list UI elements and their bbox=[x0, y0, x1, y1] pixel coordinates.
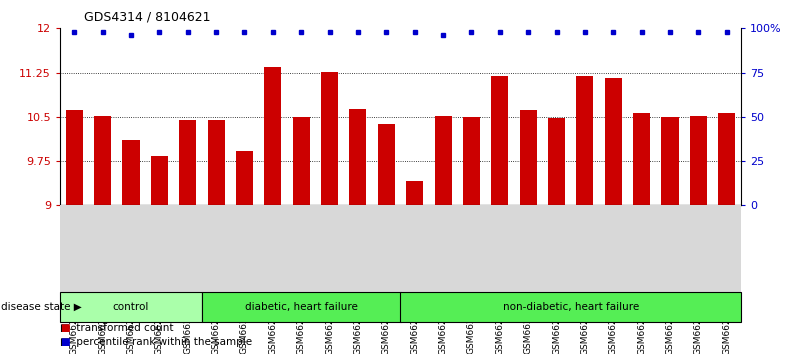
Bar bbox=[151, 156, 168, 205]
Text: disease state ▶: disease state ▶ bbox=[1, 302, 82, 312]
Bar bbox=[463, 117, 480, 205]
Bar bbox=[718, 113, 735, 205]
Text: ■  transformed count: ■ transformed count bbox=[60, 323, 174, 333]
Bar bbox=[66, 110, 83, 205]
Bar bbox=[633, 113, 650, 205]
Bar bbox=[95, 116, 111, 205]
Bar bbox=[434, 116, 452, 205]
Bar bbox=[400, 292, 741, 322]
Text: non-diabetic, heart failure: non-diabetic, heart failure bbox=[502, 302, 639, 312]
Bar bbox=[207, 120, 224, 205]
Bar bbox=[662, 117, 678, 205]
Bar bbox=[60, 292, 202, 322]
Bar bbox=[264, 67, 281, 205]
Bar bbox=[236, 151, 253, 205]
Bar bbox=[179, 120, 196, 205]
Bar bbox=[292, 117, 310, 205]
Bar bbox=[605, 78, 622, 205]
Bar bbox=[378, 124, 395, 205]
Bar bbox=[349, 109, 366, 205]
Bar bbox=[577, 76, 594, 205]
Bar bbox=[321, 72, 338, 205]
Text: control: control bbox=[113, 302, 149, 312]
Bar bbox=[491, 76, 509, 205]
Bar bbox=[123, 141, 139, 205]
Bar bbox=[548, 118, 565, 205]
Bar bbox=[690, 116, 706, 205]
Text: ■: ■ bbox=[60, 323, 70, 333]
Text: diabetic, heart failure: diabetic, heart failure bbox=[245, 302, 358, 312]
Bar bbox=[520, 110, 537, 205]
Bar bbox=[202, 292, 400, 322]
Text: GDS4314 / 8104621: GDS4314 / 8104621 bbox=[84, 11, 211, 24]
Text: ■  percentile rank within the sample: ■ percentile rank within the sample bbox=[60, 337, 252, 347]
Text: ■: ■ bbox=[60, 337, 70, 347]
Bar bbox=[406, 181, 423, 205]
